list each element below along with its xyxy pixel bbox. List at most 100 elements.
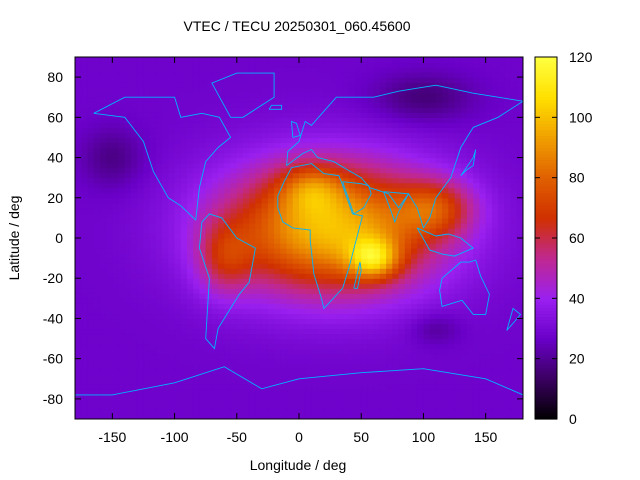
heatmap-cell xyxy=(224,187,232,194)
heatmap-cell xyxy=(224,67,232,73)
heatmap-cell xyxy=(367,132,375,139)
heatmap-cell xyxy=(498,413,505,419)
heatmap-cell xyxy=(423,253,431,259)
heatmap-cell xyxy=(398,273,406,279)
heatmap-cell xyxy=(81,67,89,73)
heatmap-cell xyxy=(498,273,505,279)
heatmap-cell xyxy=(442,293,449,299)
heatmap-cell xyxy=(261,147,269,154)
heatmap-cell xyxy=(392,112,400,118)
heatmap-cell xyxy=(93,413,101,419)
heatmap-cell xyxy=(218,72,225,78)
heatmap-cell xyxy=(454,318,462,325)
heatmap-cell xyxy=(162,112,169,118)
heatmap-cell xyxy=(299,187,306,194)
heatmap-cell xyxy=(361,358,369,365)
heatmap-cell xyxy=(498,82,505,88)
heatmap-cell xyxy=(118,97,126,103)
heatmap-cell xyxy=(317,57,325,63)
heatmap-cell xyxy=(243,408,250,415)
heatmap-cell xyxy=(485,263,493,269)
heatmap-cell xyxy=(367,172,375,179)
heatmap-cell xyxy=(386,87,393,93)
heatmap-cell xyxy=(317,238,325,244)
heatmap-cell xyxy=(317,313,325,320)
heatmap-cell xyxy=(112,253,120,259)
heatmap-cell xyxy=(429,363,437,370)
heatmap-cell xyxy=(236,92,244,98)
heatmap-cell xyxy=(149,388,157,395)
heatmap-cell xyxy=(249,117,257,123)
heatmap-cell xyxy=(373,413,381,419)
heatmap-cell xyxy=(230,187,238,194)
heatmap-cell xyxy=(404,147,412,154)
heatmap-cell xyxy=(292,182,300,189)
heatmap-cell xyxy=(236,67,244,73)
heatmap-cell xyxy=(193,398,201,405)
heatmap-cell xyxy=(361,102,369,108)
heatmap-cell xyxy=(417,278,425,284)
heatmap-cell xyxy=(361,197,369,204)
heatmap-cell xyxy=(218,398,225,405)
heatmap-cell xyxy=(174,92,182,98)
heatmap-cell xyxy=(224,107,232,113)
heatmap-cell xyxy=(392,413,400,419)
heatmap-cell xyxy=(411,157,418,164)
heatmap-cell xyxy=(491,147,499,154)
heatmap-cell xyxy=(174,217,182,224)
heatmap-cell xyxy=(379,112,387,118)
heatmap-cell xyxy=(174,413,182,419)
heatmap-cell xyxy=(274,358,281,365)
heatmap-cell xyxy=(199,222,207,229)
heatmap-cell xyxy=(162,72,169,78)
heatmap-cell xyxy=(348,177,356,184)
heatmap-cell xyxy=(187,197,194,204)
heatmap-cell xyxy=(348,127,356,134)
heatmap-cell xyxy=(180,283,188,289)
heatmap-cell xyxy=(498,162,505,169)
heatmap-cell xyxy=(404,313,412,320)
heatmap-cell xyxy=(199,112,207,118)
heatmap-cell xyxy=(155,268,163,274)
heatmap-cell xyxy=(330,378,337,385)
heatmap-cell xyxy=(286,197,294,204)
heatmap-cell xyxy=(491,122,499,128)
heatmap-cell xyxy=(330,72,337,78)
heatmap-cell xyxy=(255,303,263,309)
heatmap-cell xyxy=(87,147,95,154)
heatmap-cell xyxy=(379,107,387,113)
heatmap-cell xyxy=(367,222,375,229)
heatmap-cell xyxy=(442,413,449,419)
heatmap-cell xyxy=(75,197,82,204)
heatmap-cell xyxy=(342,207,350,214)
heatmap-cell xyxy=(155,318,163,325)
heatmap-cell xyxy=(454,67,462,73)
heatmap-cell xyxy=(180,72,188,78)
heatmap-cell xyxy=(423,132,431,139)
heatmap-cell xyxy=(236,403,244,410)
heatmap-cell xyxy=(491,102,499,108)
heatmap-cell xyxy=(81,333,89,340)
heatmap-cell xyxy=(267,308,275,315)
heatmap-cell xyxy=(211,348,219,355)
heatmap-cell xyxy=(342,212,350,219)
heatmap-cell xyxy=(87,258,95,264)
heatmap-cell xyxy=(491,112,499,118)
heatmap-cell xyxy=(149,97,157,103)
heatmap-cell xyxy=(112,283,120,289)
heatmap-cell xyxy=(187,388,194,395)
heatmap-cell xyxy=(485,253,493,259)
heatmap-cell xyxy=(485,62,493,68)
heatmap-cell xyxy=(348,308,356,315)
heatmap-cell xyxy=(99,288,107,294)
heatmap-cell xyxy=(485,248,493,254)
heatmap-cell xyxy=(411,343,418,350)
heatmap-cell xyxy=(423,197,431,204)
heatmap-cell xyxy=(187,348,194,355)
heatmap-cell xyxy=(93,253,101,259)
heatmap-cell xyxy=(218,403,225,410)
heatmap-cell xyxy=(292,197,300,204)
heatmap-cell xyxy=(143,258,151,264)
heatmap-cell xyxy=(112,122,120,128)
heatmap-cell xyxy=(460,232,468,239)
